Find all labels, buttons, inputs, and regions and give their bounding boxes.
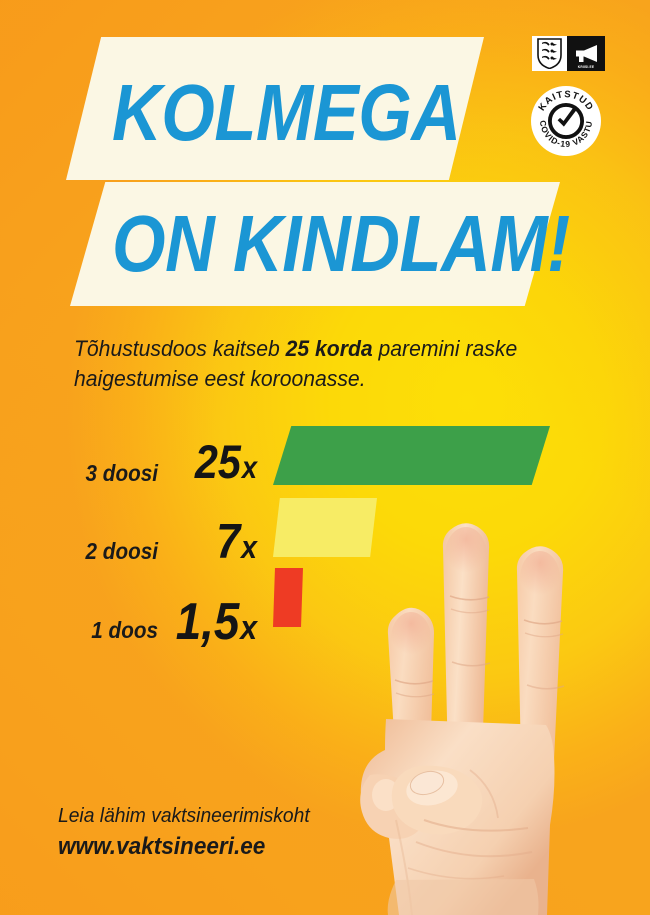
chart-row-value-suffix: x: [241, 529, 257, 565]
chart-bar-3-doses: [273, 426, 550, 485]
estonian-coat-of-arms-icon: [532, 36, 567, 71]
chart-bar-2-doses: [273, 498, 377, 557]
chart-row-value-number: 1,5: [175, 593, 240, 651]
chart-row: 1 doos 1,5x: [0, 564, 650, 648]
logo-strip: KRIISI.EE: [532, 36, 605, 71]
covid-protection-seal: KAITSTUD COVID-19 VASTU: [531, 86, 601, 156]
chart-row-label: 2 doosi: [85, 538, 158, 564]
chart-row-value: 1,5x: [170, 596, 257, 648]
megaphone-logo-label: KRIISI.EE: [577, 65, 595, 69]
chart-row: 2 doosi 7x: [0, 494, 650, 567]
chart-row: 3 doosi 25x: [0, 424, 650, 494]
footer-website-url[interactable]: www.vaktsineeri.ee: [58, 833, 266, 860]
chart-row-value: 7x: [170, 518, 257, 567]
chart-row-value-suffix: x: [240, 609, 257, 647]
lead-text-before: Tõhustusdoos kaitseb: [74, 336, 286, 361]
headline-line-1: KOLMEGA: [112, 68, 461, 157]
chart-row-label: 3 doosi: [85, 460, 158, 486]
lead-text-emphasis: 25 korda: [285, 336, 373, 361]
megaphone-icon: [575, 45, 597, 62]
chart-row-value-suffix: x: [241, 450, 257, 485]
dose-effectiveness-chart: 3 doosi 25x 2 doosi 7x 1 doos 1,5x: [0, 424, 650, 648]
headline-banner-2: [70, 182, 560, 306]
chart-row-value: 25x: [170, 438, 257, 485]
headline-banner-1: [66, 37, 484, 180]
chart-bar-1-dose: [273, 568, 303, 627]
footer: Leia lähim vaktsineerimiskoht www.vaktsi…: [58, 804, 326, 861]
headline-line-2: ON KINDLAM!: [112, 199, 570, 288]
footer-prompt: Leia lähim vaktsineerimiskoht: [58, 804, 310, 827]
chart-row-label: 1 doos: [91, 617, 158, 643]
lead-paragraph: Tõhustusdoos kaitseb 25 korda paremini r…: [74, 334, 525, 394]
lead-text-after: paremini raske haigestumise eest koroona…: [74, 336, 518, 391]
chart-row-value-number: 7: [216, 515, 241, 569]
megaphone-logo: KRIISI.EE: [567, 36, 605, 71]
chart-row-value-number: 25: [194, 435, 241, 488]
